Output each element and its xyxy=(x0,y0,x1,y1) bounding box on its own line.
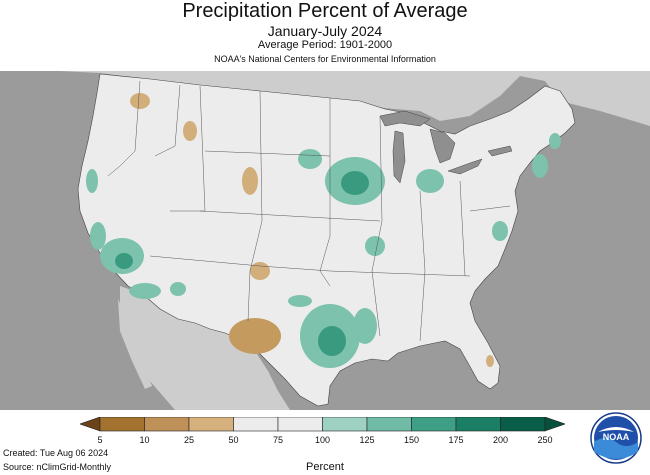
wet-patch-missouri xyxy=(365,236,385,256)
legend-tick-label: 250 xyxy=(537,435,553,445)
anomaly-patches xyxy=(86,93,561,368)
dry-patch-west-texas xyxy=(229,318,281,354)
dry-patch-new-mexico xyxy=(250,262,270,280)
lake-ontario xyxy=(487,145,513,157)
state-borders xyxy=(107,80,511,342)
legend-bin-125-150 xyxy=(366,417,412,432)
border-va-md xyxy=(469,205,511,212)
wet-patch-oregon xyxy=(86,169,98,193)
map-title: Precipitation Percent of Average xyxy=(182,0,468,22)
legend-tick-label: 25 xyxy=(183,435,195,445)
wet-patch-louisiana xyxy=(353,308,377,344)
border-lat-40 xyxy=(199,210,381,222)
dry-patch-idaho xyxy=(130,93,150,109)
dry-patch-montana xyxy=(183,121,197,141)
border-idaho xyxy=(107,80,141,177)
border-ohio-georgia xyxy=(459,180,466,277)
mexico-landmass xyxy=(120,286,290,410)
legend-tick-label: 125 xyxy=(359,435,375,445)
legend-arrow-high xyxy=(544,417,565,432)
legend-bin-10-25 xyxy=(144,417,190,432)
border-lat-36 xyxy=(149,255,471,277)
legend-bin-5-10 xyxy=(99,417,145,432)
legend-tick-label: 175 xyxy=(448,435,464,445)
created-date: Created: Tue Aug 06 2024 xyxy=(3,448,109,458)
legend-tick-label: 75 xyxy=(272,435,284,445)
source-organization: NOAA's National Centers for Environmenta… xyxy=(214,54,436,64)
wet-core-iowa xyxy=(341,171,369,195)
average-period: Average Period: 1901-2000 xyxy=(257,39,393,51)
legend-tick-label: 5 xyxy=(97,435,103,445)
logo-text: NOAA xyxy=(603,432,630,442)
legend-bin-25-50 xyxy=(188,417,234,432)
legend-bin-75-100 xyxy=(277,417,323,432)
wet-core-california xyxy=(115,253,133,269)
wet-core-east-texas xyxy=(318,326,346,356)
wet-patch-south-dakota xyxy=(298,149,322,169)
border-mississippi xyxy=(371,115,383,337)
data-source: Source: nClimGrid-Monthly xyxy=(3,462,112,472)
wet-patch-se-arizona xyxy=(170,282,186,296)
noaa-logo: NOAA xyxy=(590,412,642,464)
legend-arrow-low xyxy=(80,417,101,432)
precipitation-map xyxy=(0,71,650,410)
legend: 5 10 25 50 75 100 125 150 175 200 250 xyxy=(80,417,565,457)
wet-patch-virginia xyxy=(492,221,508,241)
border-utah xyxy=(170,85,206,212)
legend-bin-175-200 xyxy=(455,417,501,432)
wet-patch-norcal xyxy=(90,222,106,250)
legend-tick-label: 100 xyxy=(314,435,331,445)
map-svg xyxy=(0,71,650,410)
legend-tick-label: 50 xyxy=(228,435,239,445)
wet-patch-michigan xyxy=(416,169,444,193)
border-plains xyxy=(319,98,331,287)
legend-tick-label: 200 xyxy=(492,435,509,445)
wet-patch-arizona xyxy=(129,283,161,299)
map-subtitle: January-July 2024 xyxy=(267,23,383,39)
lake-superior xyxy=(379,110,431,127)
border-colorado-nm xyxy=(247,90,263,322)
dry-patch-wyoming xyxy=(242,167,258,195)
lake-huron xyxy=(429,128,456,164)
legend-bin-200-250 xyxy=(500,417,546,432)
dry-patch-florida xyxy=(486,355,494,367)
legend-unit-label: Percent xyxy=(306,461,344,473)
legend-bin-50-75 xyxy=(233,417,279,432)
wet-patch-oklahoma xyxy=(288,295,312,307)
legend-bin-100-125 xyxy=(322,417,368,432)
lake-erie xyxy=(447,158,483,175)
wet-patch-maine xyxy=(549,133,561,149)
title-block: Precipitation Percent of Average January… xyxy=(0,0,650,65)
legend-tick-label: 10 xyxy=(139,435,150,445)
border-lat-45 xyxy=(204,150,331,157)
lake-michigan xyxy=(392,130,406,184)
legend-tick-label: 150 xyxy=(403,435,420,445)
wet-patch-new-england xyxy=(532,154,548,178)
legend-colorbar xyxy=(80,417,565,432)
border-indiana-alabama xyxy=(419,190,426,342)
baja-landmass xyxy=(118,299,152,389)
legend-bin-150-175 xyxy=(411,417,457,432)
border-montana-wyoming xyxy=(154,84,181,157)
